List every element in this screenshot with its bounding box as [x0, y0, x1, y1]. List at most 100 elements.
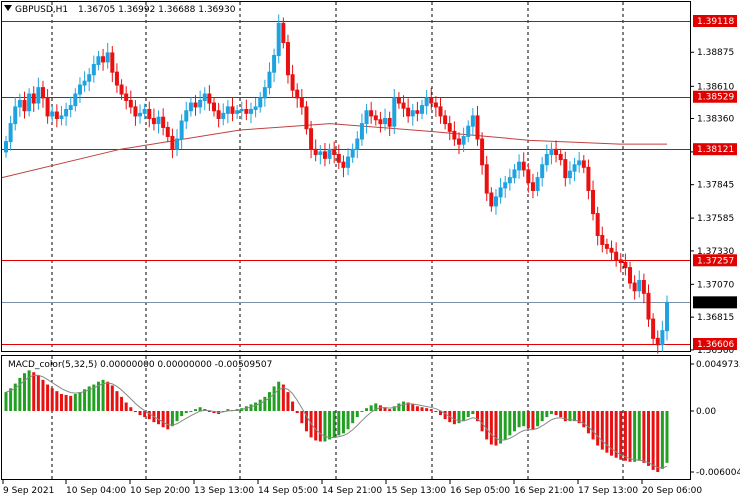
candle-body — [424, 97, 429, 107]
candle-body — [110, 52, 115, 73]
macd-bar — [406, 402, 410, 411]
macd-bar — [50, 388, 54, 411]
macd-axis: 0.0049735 0.00 -0.006004 — [690, 360, 740, 478]
candle-body — [438, 106, 443, 117]
candle-body — [142, 108, 147, 114]
time-label: 9 Sep 2021 — [3, 486, 54, 496]
macd-bar — [96, 381, 100, 411]
candle-body — [480, 138, 485, 166]
candle-body — [600, 234, 605, 245]
candle-body — [119, 84, 124, 95]
macd-bar — [439, 411, 443, 416]
macd-bar — [656, 411, 660, 472]
macd-bar — [83, 389, 87, 411]
candle-body — [433, 102, 438, 108]
candle-body — [489, 192, 494, 207]
macd-bar — [332, 411, 336, 438]
svg-text:1.39118: 1.39118 — [697, 17, 734, 27]
candle-body — [558, 153, 563, 161]
macd-bar — [457, 411, 461, 424]
macd-bar — [647, 411, 651, 466]
macd-bar — [586, 411, 590, 434]
price-tick-label: 1.38610 — [697, 82, 734, 92]
candle-body — [452, 130, 457, 140]
candle-body — [632, 282, 637, 292]
symbol-header: GBPUSD,H1 1.36705 1.36992 1.36688 1.3693… — [4, 5, 236, 15]
macd-bar — [267, 392, 271, 411]
candle-body — [369, 110, 374, 117]
candle-body — [262, 87, 267, 99]
candle-body — [193, 102, 198, 108]
candle-body — [318, 151, 323, 155]
macd-bar — [254, 402, 258, 411]
candle-body — [68, 105, 73, 110]
current-price-tag: 1.36930 — [693, 296, 737, 309]
macd-bar — [466, 411, 470, 418]
candle-body — [8, 123, 13, 143]
macd-bar — [55, 391, 59, 411]
time-label: 14 Sep 21:00 — [322, 486, 382, 496]
candle-body — [165, 126, 170, 137]
macd-bar — [577, 411, 581, 424]
macd-bar — [610, 411, 614, 456]
macd-bar — [295, 411, 299, 414]
macd-bar — [369, 405, 373, 411]
macd-bar — [596, 411, 600, 446]
price-tick-label: 1.37845 — [697, 181, 734, 191]
candle-body — [230, 106, 235, 114]
macd-bar — [78, 392, 82, 411]
candle-body — [554, 148, 559, 155]
candle-body — [290, 74, 295, 91]
macd-bar — [9, 388, 13, 411]
macd-histogram — [4, 370, 669, 472]
time-label: 17 Sep 13:00 — [578, 486, 638, 496]
candle-body — [364, 110, 369, 125]
candle-body — [133, 106, 138, 117]
macd-bar — [642, 411, 646, 463]
macd-bar — [425, 408, 429, 411]
macd-bar — [337, 411, 341, 436]
macd-bar — [180, 411, 184, 417]
macd-bar — [198, 407, 202, 411]
time-grid — [51, 2, 624, 479]
candle-body — [309, 128, 314, 150]
macd-bar — [568, 411, 572, 422]
macd-bar — [420, 407, 424, 411]
macd-bar — [623, 411, 627, 461]
candle-body — [147, 108, 152, 119]
candle-body — [202, 93, 207, 101]
macd-bar — [69, 395, 73, 411]
macd-bar — [166, 411, 170, 430]
macd-bar — [18, 377, 22, 411]
macd-bar — [512, 411, 516, 432]
level-tag: 1.38529 — [693, 90, 737, 103]
macd-bar — [46, 384, 50, 411]
macd-bar — [360, 411, 364, 413]
macd-bar — [189, 411, 193, 412]
macd-bar — [281, 384, 285, 411]
candle-body — [530, 182, 535, 191]
macd-bar — [36, 375, 40, 411]
candle-body — [45, 97, 50, 117]
candle-body — [327, 148, 332, 159]
macd-bar — [64, 394, 68, 411]
candle-body — [258, 97, 263, 108]
macd-bar — [291, 401, 295, 411]
candle-body — [406, 107, 411, 117]
macd-label: MACD_color(5,32,5) 0.00000000 0.00000000… — [8, 360, 272, 370]
macd-bar — [526, 411, 530, 429]
macd-bar — [351, 411, 355, 424]
macd-bar — [138, 411, 142, 416]
macd-bar — [443, 411, 447, 420]
candle-body — [128, 99, 133, 108]
price-tick-label: 1.37330 — [697, 247, 734, 257]
macd-bar — [318, 411, 322, 442]
macd-bar — [605, 411, 609, 453]
candle-body — [114, 71, 119, 86]
macd-bar — [101, 379, 105, 411]
level-tag: 1.38121 — [693, 143, 737, 156]
candle-body — [581, 160, 586, 168]
macd-bar — [549, 411, 553, 415]
candle-body — [350, 148, 355, 158]
